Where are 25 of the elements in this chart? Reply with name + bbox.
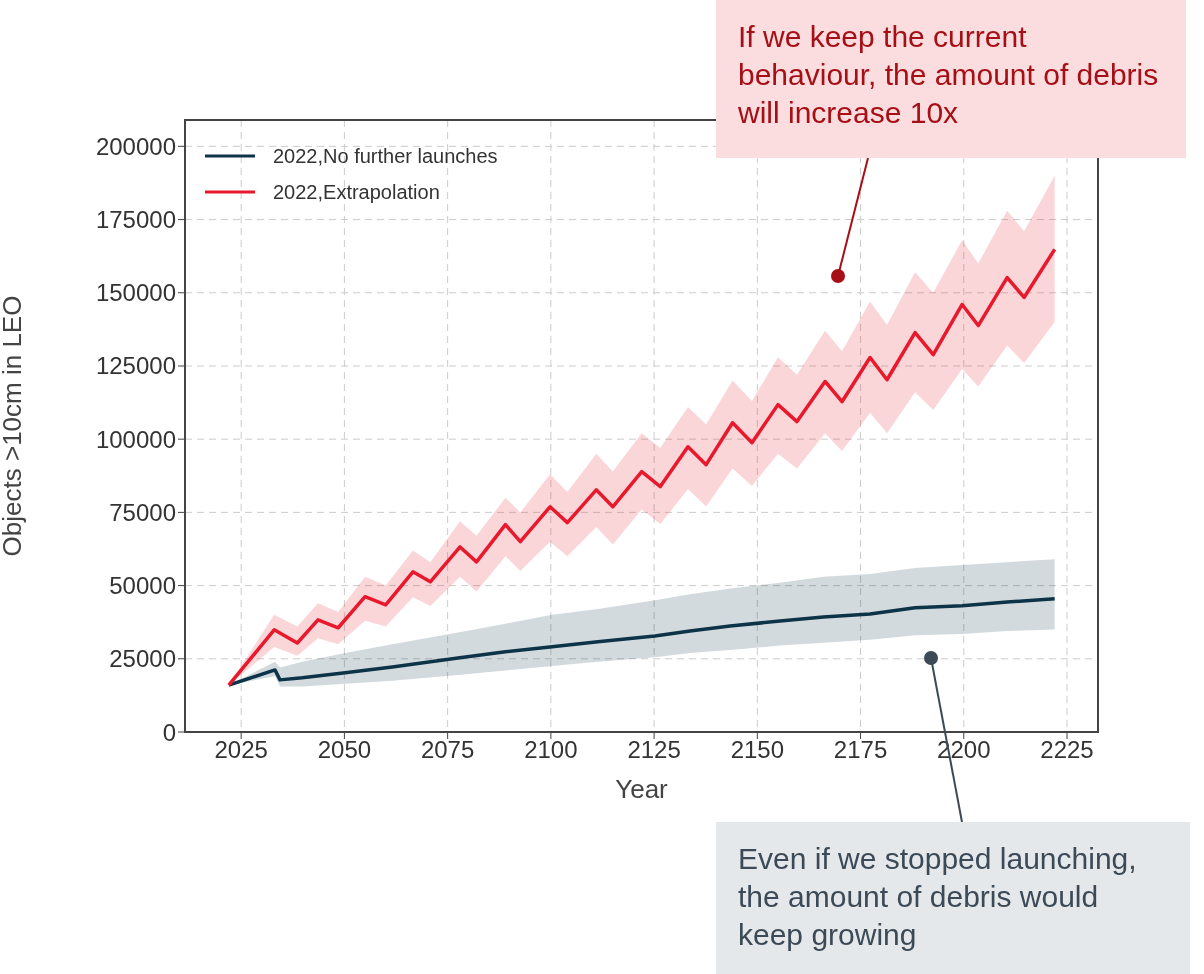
annotation: If we keep the current behaviour, the amount of debris will increase 10x bbox=[738, 20, 1159, 129]
y-tick-label: 25000 bbox=[109, 645, 176, 673]
x-axis-title: Year bbox=[615, 774, 669, 804]
y-tick-label: 100000 bbox=[95, 425, 176, 453]
callout-box: Even if we stopped launching, the amount of debris would keep growing bbox=[716, 822, 1190, 974]
x-tick-label: 2150 bbox=[730, 736, 785, 764]
legend-label: 2022,Extrapolation bbox=[273, 180, 440, 204]
x-tick-label: 2175 bbox=[833, 736, 888, 764]
callout-box: If we keep the current behaviour, the amount of debris will increase 10x bbox=[716, 0, 1186, 158]
x-tick-label: 2125 bbox=[627, 736, 681, 764]
y-tick-label: 175000 bbox=[95, 206, 176, 234]
y-tick-label: 200000 bbox=[95, 132, 176, 160]
x-tick-label: 2075 bbox=[420, 736, 475, 764]
y-tick-label: 150000 bbox=[95, 279, 176, 307]
y-tick-label: 0 bbox=[162, 718, 176, 746]
x-tick-label: 2100 bbox=[524, 736, 578, 764]
x-tick-label: 2225 bbox=[1040, 736, 1094, 764]
y-tick-label: 125000 bbox=[95, 352, 176, 380]
line-series bbox=[227, 597, 1057, 687]
y-axis-title: Objects >10cm in LEO bbox=[0, 295, 28, 557]
x-tick-label: 2050 bbox=[317, 736, 372, 764]
y-tick-label: 50000 bbox=[109, 572, 176, 600]
x-tick-label: 2025 bbox=[214, 736, 268, 764]
y-tick-label: 75000 bbox=[109, 498, 176, 526]
legend-label: 2022,No further launches bbox=[273, 144, 498, 168]
